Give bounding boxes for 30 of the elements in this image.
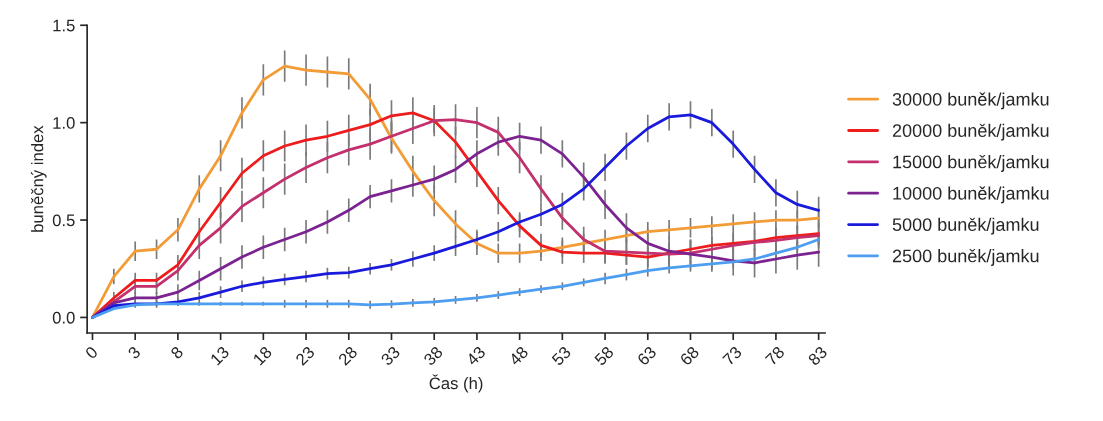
- y-tick-label: 1.5: [53, 19, 75, 32]
- x-tick-label: 78: [764, 345, 786, 366]
- legend-label: 15000 buněk/jamku: [893, 155, 1049, 172]
- y-axis-title: buněčný index: [30, 125, 47, 232]
- x-tick-label: 38: [422, 345, 444, 367]
- legend-label: 30000 buněk/jamku: [892, 92, 1049, 110]
- x-tick-label: 23: [294, 345, 316, 366]
- y-tick-label: 0.5: [52, 214, 75, 227]
- x-tick-label: 73: [722, 345, 743, 366]
- x-tick-label: 28: [337, 345, 358, 366]
- x-tick-label: 83: [807, 345, 828, 367]
- x-tick-label: 63: [636, 345, 657, 366]
- y-tick-label: 0.0: [52, 311, 75, 324]
- legend-label: 2500 buněk/jamku: [892, 249, 1039, 266]
- legend-label: 10000 buněk/jamku: [893, 186, 1049, 204]
- x-tick-label: 53: [551, 345, 572, 367]
- x-tick-label: 8: [169, 345, 184, 360]
- x-tick-label: 33: [380, 345, 401, 367]
- x-tick-label: 13: [209, 345, 230, 366]
- x-axis-title: Čas (h): [429, 374, 483, 393]
- x-tick-label: 3: [127, 345, 142, 360]
- legend-label: 5000 buněk/jamku: [892, 217, 1039, 235]
- x-tick-label: 58: [593, 345, 615, 367]
- legend-label: 20000 buněk/jamku: [892, 123, 1049, 141]
- x-tick-label: 18: [252, 345, 273, 366]
- x-tick-label: 68: [679, 345, 700, 366]
- x-tick-label: 43: [465, 345, 487, 367]
- x-tick-label: 48: [508, 345, 529, 367]
- x-tick-label: 0: [84, 345, 99, 360]
- y-tick-label: 1.0: [53, 117, 75, 129]
